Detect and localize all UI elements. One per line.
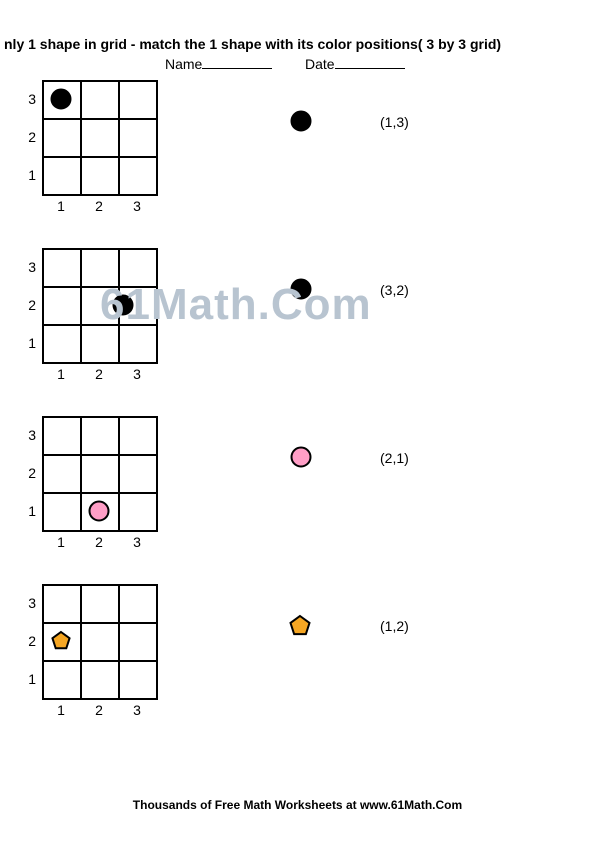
y-axis-label: 3 [24,427,36,443]
x-axis-label: 3 [131,198,143,214]
y-axis-label: 1 [24,503,36,519]
grid-cell [80,416,120,456]
grid-shape [50,88,72,115]
y-axis-label: 2 [24,129,36,145]
grid-cell [80,80,120,120]
grid-cell [42,156,82,196]
x-axis-label: 2 [93,366,105,382]
grid-cell [42,492,82,532]
x-axis-label: 1 [55,366,67,382]
grid-cell [42,286,82,326]
x-axis-label: 1 [55,534,67,550]
y-axis-label: 2 [24,465,36,481]
answer-shape [290,446,312,473]
answer-shape [288,614,312,643]
grid-cell [118,660,158,700]
grid-cell [42,118,82,158]
y-axis-label: 1 [24,167,36,183]
y-axis-label: 3 [24,91,36,107]
y-axis-label: 2 [24,633,36,649]
name-label: Name [165,56,272,72]
worksheet-title: nly 1 shape in grid - match the 1 shape … [0,36,595,52]
grid-cell [42,660,82,700]
grid-cell [42,584,82,624]
date-label: Date [305,56,405,72]
grid-cell [80,454,120,494]
grid-cell [80,660,120,700]
grid-shape [50,630,72,657]
grid-cell [80,248,120,288]
grid-cell [118,324,158,364]
name-text: Name [165,56,202,72]
x-axis-label: 3 [131,366,143,382]
grid-cell [80,584,120,624]
grid-cell [80,324,120,364]
y-axis-label: 3 [24,595,36,611]
grid-cell [118,80,158,120]
x-axis-label: 1 [55,198,67,214]
grid-cell [42,454,82,494]
y-axis-label: 1 [24,335,36,351]
grid-cell [118,118,158,158]
answer-coordinate: (1,2) [380,618,409,634]
answer-coordinate: (1,3) [380,114,409,130]
grid-cell [80,118,120,158]
grid-cell [118,584,158,624]
answer-shape [290,278,312,305]
grid-cell [118,248,158,288]
grid-cell [42,416,82,456]
y-axis-label: 3 [24,259,36,275]
name-line [202,68,272,69]
y-axis-label: 1 [24,671,36,687]
grid-shape [112,294,134,321]
answer-coordinate: (2,1) [380,450,409,466]
answer-shape [290,110,312,137]
footer-text: Thousands of Free Math Worksheets at www… [0,798,595,812]
date-line [335,68,405,69]
grid-cell [118,156,158,196]
x-axis-label: 3 [131,702,143,718]
date-text: Date [305,56,335,72]
grid-cell [42,248,82,288]
y-axis-label: 2 [24,297,36,313]
grid-cell [118,622,158,662]
grid-cell [118,454,158,494]
x-axis-label: 2 [93,534,105,550]
x-axis-label: 2 [93,702,105,718]
grid-cell [42,324,82,364]
x-axis-label: 1 [55,702,67,718]
x-axis-label: 2 [93,198,105,214]
grid-cell [80,622,120,662]
grid-shape [88,500,110,527]
grid-cell [118,416,158,456]
grid-cell [118,492,158,532]
answer-coordinate: (3,2) [380,282,409,298]
grid-cell [80,156,120,196]
x-axis-label: 3 [131,534,143,550]
